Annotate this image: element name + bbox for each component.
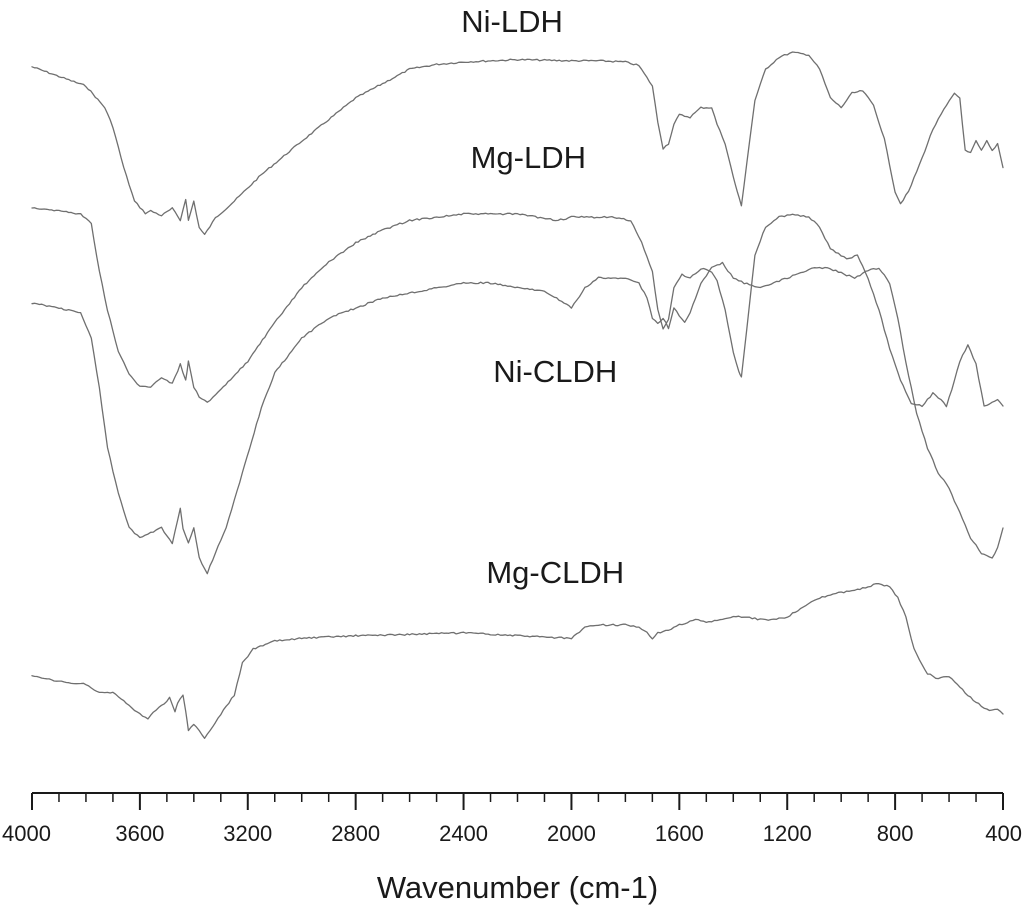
x-axis: 4000 3600 3200 2800 2400 2000 1600 1200 800 400 [2, 792, 1022, 846]
x-axis-title: Wavenumber (cm-1) [377, 870, 658, 905]
series-label-ni-cldh: Ni-CLDH [493, 354, 617, 389]
series-line-ni-cldh [31, 261, 1004, 575]
series-label-mg-ldh: Mg-LDH [471, 140, 586, 175]
x-tick-label: 1600 [655, 821, 704, 846]
series-label-ni-ldh: Ni-LDH [461, 4, 563, 39]
x-tick-label: 800 [877, 821, 914, 846]
x-tick-label: 4000 [2, 821, 51, 846]
x-tick-label: 1200 [763, 821, 812, 846]
x-tick-label: 3600 [115, 821, 164, 846]
series-label-mg-cldh: Mg-CLDH [486, 555, 624, 590]
x-tick-label: 2800 [331, 821, 380, 846]
x-tick-label: 2400 [439, 821, 488, 846]
x-tick-label: 2000 [547, 821, 596, 846]
series-line-ni-ldh [31, 51, 1004, 236]
x-tick-label: 3200 [223, 821, 272, 846]
series-line-mg-cldh [31, 582, 1004, 739]
x-tick-label: 400 [985, 821, 1022, 846]
series-label-layer: Ni-LDH Mg-LDH Ni-CLDH Mg-CLDH [461, 4, 624, 590]
series-line-mg-ldh [31, 207, 1004, 408]
series-layer [31, 51, 1004, 739]
